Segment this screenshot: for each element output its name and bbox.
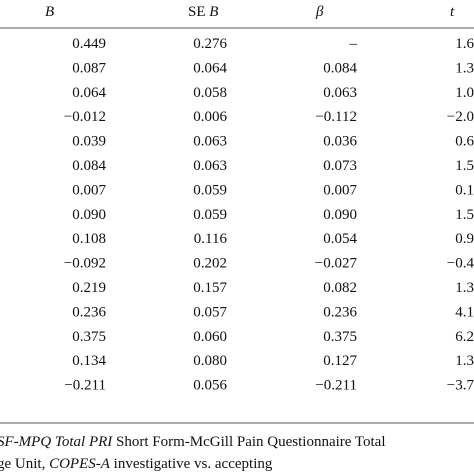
footnote-line-2: ge Unit, COPES-A investigative vs. accep… <box>0 456 273 472</box>
table-body: 0.449 0.276 – 1.6 0.087 0.064 0.084 1.3 0.064 0.0… <box>64 36 474 394</box>
table-cell: 0.039 <box>72 134 106 150</box>
table-cell: 0.090 <box>323 207 357 223</box>
table-cell: 0.063 <box>193 134 227 150</box>
table-cell: 1.5 <box>455 207 474 223</box>
header-se-text: SE <box>188 4 206 20</box>
table-cell: 0.084 <box>323 60 357 76</box>
table-cell: −0.027 <box>315 256 358 272</box>
table-cell: 0.007 <box>72 182 106 198</box>
table-cell: 1.6 <box>455 36 474 52</box>
table-cell: −2.0 <box>447 109 474 125</box>
header-t: t <box>450 4 455 20</box>
table-cell: – <box>349 36 358 52</box>
table-cell: 0.375 <box>72 329 106 345</box>
table-cell: 0.063 <box>323 85 357 101</box>
table-cell: 0.054 <box>323 231 357 247</box>
table-cell: 0.057 <box>193 304 227 320</box>
table-cell: 1.3 <box>455 60 474 76</box>
table-cell: 0.1 <box>455 182 474 198</box>
table-cell: 0.036 <box>323 134 357 150</box>
table-cell: 1.0 <box>455 85 474 101</box>
header-beta: β <box>315 4 324 20</box>
table-cell: −0.112 <box>315 109 357 125</box>
footnote-abbrev: SF-MPQ Total PRI <box>0 434 113 450</box>
table-cell: −0.211 <box>64 378 106 394</box>
table-cell: 1.3 <box>455 280 474 296</box>
table-cell: 0.059 <box>193 182 227 198</box>
footnote-line-1: SF-MPQ Total PRI Short Form-McGill Pain … <box>0 434 386 450</box>
table-cell: 0.058 <box>193 85 227 101</box>
table-cell: −3.7 <box>447 378 474 394</box>
table-cell: 0.087 <box>72 60 106 76</box>
footnote-text: Short Form-McGill Pain Questionnaire Tot… <box>112 434 385 450</box>
table-cell: 0.202 <box>193 256 227 272</box>
table-cell: 0.060 <box>193 329 227 345</box>
table-cell: 0.090 <box>72 207 106 223</box>
table-cell: 0.082 <box>323 280 357 296</box>
table-cell: 0.157 <box>193 280 227 296</box>
table-cell: 0.056 <box>193 378 227 394</box>
table-cell: −0.4 <box>447 256 474 272</box>
footnote-text: investigative vs. accepting <box>110 456 273 472</box>
table-cell: 6.2 <box>455 329 474 345</box>
table-cell: 0.9 <box>455 231 474 247</box>
table-cell: 0.064 <box>72 85 106 101</box>
header-se: SE B <box>188 4 218 20</box>
table-cell: −0.211 <box>315 378 357 394</box>
table-cell: 0.375 <box>323 329 357 345</box>
table-cell: 0.219 <box>72 280 106 296</box>
header-b: B <box>45 4 54 20</box>
table-cell: 0.080 <box>193 353 227 369</box>
table-cell: 0.6 <box>455 134 474 150</box>
table-cell: 0.116 <box>194 231 228 247</box>
table-cell: 0.063 <box>193 158 227 174</box>
header-se-b: B <box>209 4 218 20</box>
table-cell: 0.236 <box>72 304 106 320</box>
table-cell: 0.006 <box>193 109 227 125</box>
table-cell: 4.1 <box>455 304 474 320</box>
table-cell: 0.059 <box>193 207 227 223</box>
footnote-abbrev: COPES-A <box>49 456 111 472</box>
table-cell: 0.276 <box>193 36 227 52</box>
footnote-text: ge Unit, <box>0 456 49 472</box>
table-cell: 1.5 <box>455 158 474 174</box>
table-cell: 0.084 <box>72 158 106 174</box>
table-cell: 0.134 <box>72 353 106 369</box>
table-cell: 0.064 <box>193 60 227 76</box>
table-cell: −0.092 <box>64 256 106 272</box>
table-cell: 0.073 <box>323 158 357 174</box>
table-cell: 0.236 <box>323 304 357 320</box>
table-cell: 0.449 <box>72 36 106 52</box>
table-cell: 0.108 <box>72 231 106 247</box>
table-cell: 0.007 <box>323 182 357 198</box>
table-cell: −0.012 <box>64 109 106 125</box>
table-cell: 0.127 <box>323 353 357 369</box>
table-cell: 1.3 <box>455 353 474 369</box>
